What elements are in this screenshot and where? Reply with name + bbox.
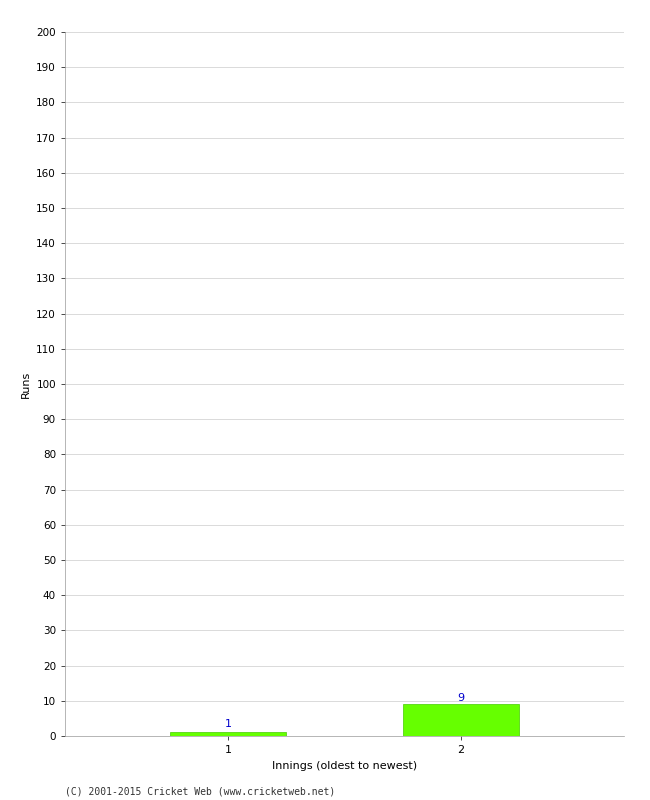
Text: 9: 9 bbox=[458, 693, 465, 702]
Bar bbox=[403, 704, 519, 736]
X-axis label: Innings (oldest to newest): Innings (oldest to newest) bbox=[272, 761, 417, 770]
Text: 1: 1 bbox=[224, 719, 231, 729]
Text: (C) 2001-2015 Cricket Web (www.cricketweb.net): (C) 2001-2015 Cricket Web (www.cricketwe… bbox=[65, 786, 335, 796]
Y-axis label: Runs: Runs bbox=[21, 370, 31, 398]
Bar bbox=[170, 733, 286, 736]
